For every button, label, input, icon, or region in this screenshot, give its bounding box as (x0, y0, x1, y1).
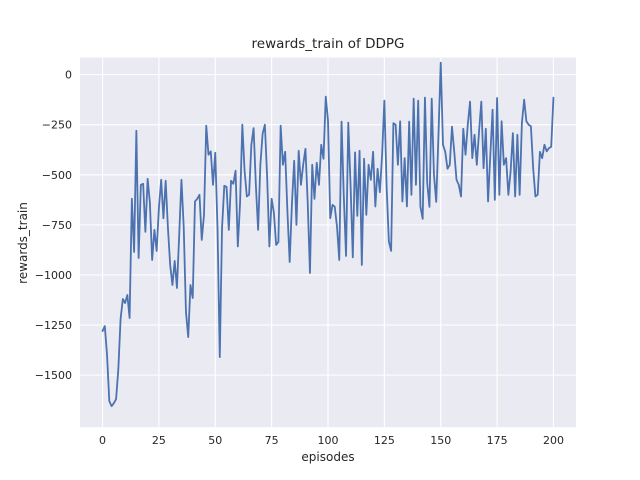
x-tick-label: 75 (265, 434, 279, 447)
x-tick-label: 175 (487, 434, 508, 447)
y-tick-label: −1000 (35, 269, 72, 282)
y-tick-label: −1250 (35, 319, 72, 332)
x-tick-label: 25 (152, 434, 166, 447)
y-tick-label: −250 (42, 119, 72, 132)
y-tick-label: −1500 (35, 369, 72, 382)
x-tick-label: 200 (543, 434, 564, 447)
x-tick-label: 0 (99, 434, 106, 447)
x-tick-label: 100 (318, 434, 339, 447)
y-tick-label: 0 (65, 69, 72, 82)
series-line-rewards_train (101, 61, 555, 408)
x-tick-label: 150 (430, 434, 451, 447)
x-tick-label: 125 (374, 434, 395, 447)
x-axis-label: episodes (301, 450, 355, 464)
x-tick-label: 50 (208, 434, 222, 447)
y-tick-label: −500 (42, 169, 72, 182)
chart-title: rewards_train of DDPG (251, 36, 405, 52)
y-tick-label: −750 (42, 219, 72, 232)
